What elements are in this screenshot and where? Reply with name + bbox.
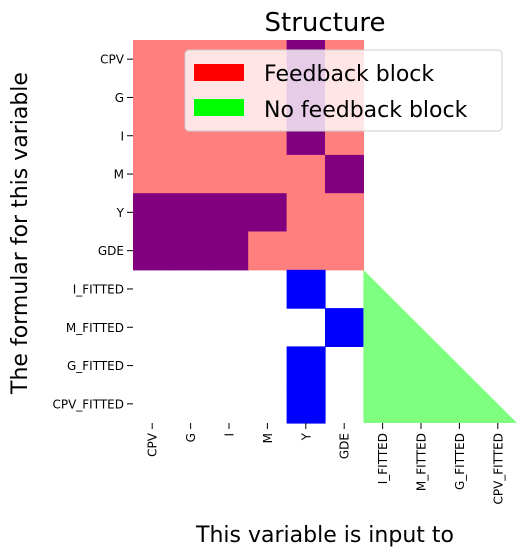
cell-m-g [171,154,211,194]
cell-i-fitted-y [286,269,326,309]
y-tick-label: GDE [98,244,124,258]
x-tick-label: CPV [146,432,160,457]
legend-label-no-feedback: No feedback block [264,98,468,123]
x-axis-ticks: CPV G I M Y GDE I_FITTED M_FITTED G_FITTED CPV_FI… [146,423,505,505]
cell-gde-i [209,231,249,271]
legend-frame [184,49,503,132]
x-tick-label: GDE [338,433,352,459]
cell-g-fitted-y [286,346,326,386]
cell-g-cpv [133,78,172,118]
cell-m-cpv [133,154,172,194]
cell-m-m [248,154,288,194]
cell-m-i [209,154,249,194]
legend-label-feedback: Feedback block [264,62,434,87]
x-tick-label: G [184,433,198,442]
x-tick-label: I [223,433,237,437]
legend: Feedback block No feedback block [184,49,503,132]
cell-gde-m [248,231,288,271]
x-tick-label: Y [299,432,313,441]
cell-gde-y [286,231,326,271]
x-tick-label: M_FITTED [415,433,429,491]
cell-y-cpv [133,193,172,233]
y-tick-label: I_FITTED [73,282,124,296]
legend-swatch-feedback [194,64,244,81]
y-tick-label: G_FITTED [67,359,124,373]
y-tick-label: I [120,129,124,143]
cell-gde-g [171,231,211,271]
y-tick-label: M [114,168,124,182]
no-feedback-triangle [363,269,517,423]
chart-title: Structure [265,8,386,38]
x-tick-label: M [261,433,275,443]
cell-m-y [286,154,326,194]
cell-y-m [248,193,288,233]
y-axis-ticks: CPV G I M Y GDE I_FITTED M_FITTED G_FITTED CPV_FI… [52,53,133,411]
cell-y-i [209,193,249,233]
x-tick-label: G_FITTED [453,433,467,490]
cell-gde-cpv [133,231,172,271]
y-tick-label: CPV [100,53,125,67]
y-tick-label: M_FITTED [66,321,124,335]
cell-i-cpv [133,116,172,156]
cell-y-gde [325,193,364,233]
cell-m-fitted-gde [325,308,364,347]
y-tick-label: Y [116,206,125,220]
x-tick-label: I_FITTED [376,433,390,484]
cell-y-g [171,193,211,233]
y-tick-label: G [115,91,124,105]
cell-y-y [286,193,326,233]
x-tick-label: CPV_FITTED [491,433,505,505]
cell-cpv-cpv [133,40,172,79]
no-feedback-region [363,269,517,423]
y-tick-label: CPV_FITTED [52,397,124,411]
cell-gde-gde [325,231,364,271]
x-axis-title: This variable is input to [195,523,454,548]
cell-cpv-fitted-y [286,384,326,424]
cell-m-gde [325,154,364,194]
legend-swatch-no-feedback [194,99,244,116]
y-axis-title: The formular for this variable [8,72,33,395]
